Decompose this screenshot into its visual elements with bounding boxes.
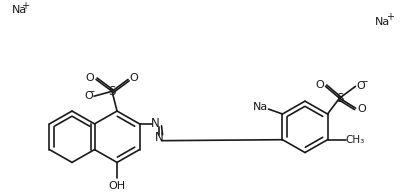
Text: O: O bbox=[130, 73, 138, 84]
Text: O: O bbox=[357, 104, 366, 114]
Text: S: S bbox=[336, 92, 343, 105]
Text: +: + bbox=[386, 12, 394, 22]
Text: O: O bbox=[85, 91, 94, 101]
Text: OH: OH bbox=[109, 181, 126, 191]
Text: O: O bbox=[85, 73, 94, 84]
Text: −: − bbox=[87, 86, 95, 95]
Text: Na: Na bbox=[12, 5, 27, 15]
Text: O: O bbox=[356, 81, 365, 91]
Text: N: N bbox=[151, 117, 160, 130]
Text: CH₃: CH₃ bbox=[345, 135, 364, 145]
Text: Na: Na bbox=[375, 17, 390, 27]
Text: N: N bbox=[155, 131, 164, 144]
Text: +: + bbox=[21, 1, 29, 11]
Text: S: S bbox=[108, 85, 116, 98]
Text: −: − bbox=[360, 76, 367, 85]
Text: Na: Na bbox=[253, 102, 268, 112]
Text: O: O bbox=[315, 80, 324, 90]
